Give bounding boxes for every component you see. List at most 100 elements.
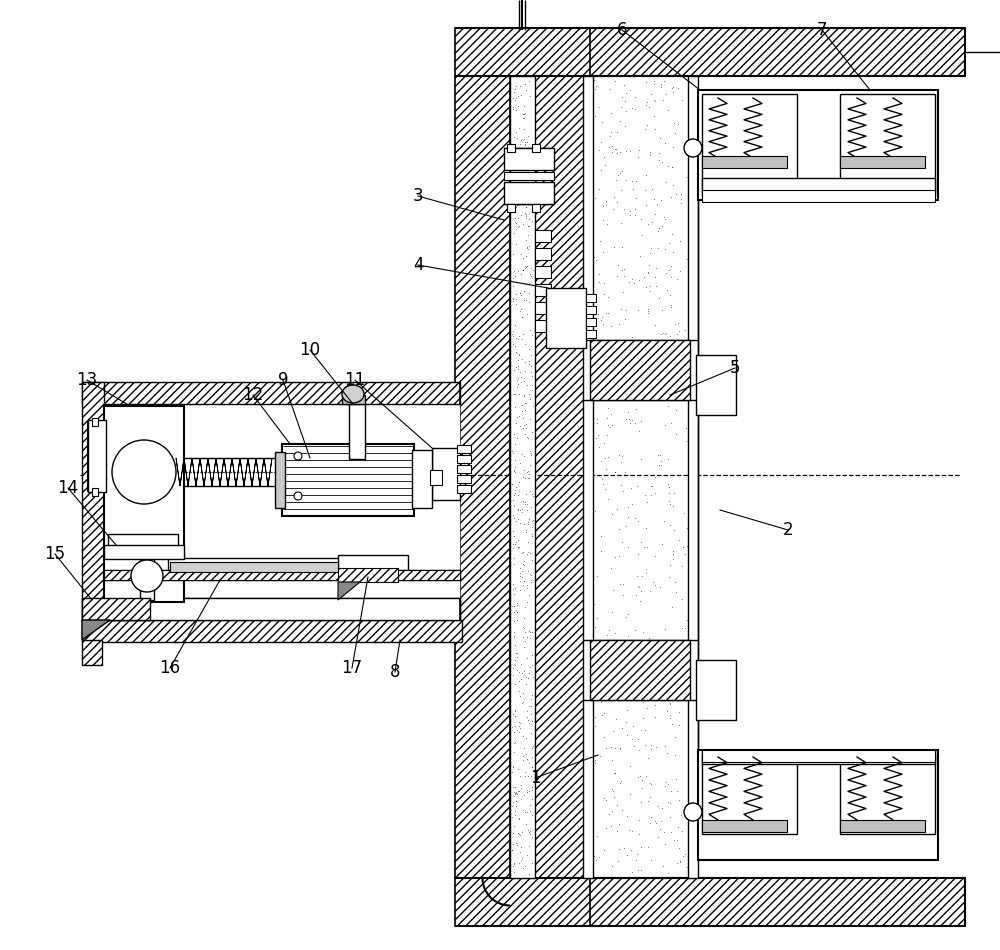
Bar xyxy=(840,820,925,832)
Polygon shape xyxy=(264,458,272,486)
Bar xyxy=(586,306,596,314)
Text: 9: 9 xyxy=(278,371,288,389)
Bar xyxy=(590,878,965,926)
Bar xyxy=(702,94,797,196)
Circle shape xyxy=(684,803,702,821)
Text: 14: 14 xyxy=(57,479,79,497)
Bar xyxy=(104,545,184,559)
Bar xyxy=(82,382,460,404)
Bar xyxy=(590,640,690,700)
Bar xyxy=(535,248,551,260)
Bar xyxy=(82,640,102,665)
Bar xyxy=(170,562,338,572)
Polygon shape xyxy=(248,458,256,486)
Bar xyxy=(455,28,965,76)
Circle shape xyxy=(294,492,302,500)
Bar xyxy=(586,318,596,326)
Bar xyxy=(702,178,935,192)
Bar xyxy=(702,750,935,762)
Bar xyxy=(840,94,935,196)
Bar xyxy=(535,284,551,296)
Bar xyxy=(88,420,106,492)
Bar xyxy=(546,288,586,348)
Text: 16: 16 xyxy=(159,659,181,677)
Text: 12: 12 xyxy=(242,386,264,404)
Bar xyxy=(698,750,938,860)
Polygon shape xyxy=(216,458,224,486)
Bar xyxy=(590,340,690,400)
Bar xyxy=(349,404,365,459)
Bar xyxy=(457,485,471,493)
Polygon shape xyxy=(208,458,216,486)
Bar xyxy=(338,568,398,582)
Text: 7: 7 xyxy=(817,21,827,39)
Bar xyxy=(104,404,460,598)
Text: 6: 6 xyxy=(617,21,627,39)
Polygon shape xyxy=(192,458,200,486)
Bar xyxy=(535,302,551,314)
Bar xyxy=(840,754,935,834)
Ellipse shape xyxy=(342,385,364,403)
Text: 3: 3 xyxy=(413,187,423,205)
Bar xyxy=(275,452,285,508)
Bar xyxy=(432,448,460,500)
Bar xyxy=(532,144,540,152)
Bar xyxy=(104,570,460,580)
Bar xyxy=(140,558,154,600)
Bar xyxy=(702,190,935,202)
Bar xyxy=(455,76,510,878)
Polygon shape xyxy=(342,395,365,404)
Bar xyxy=(535,230,551,242)
Bar xyxy=(590,76,690,878)
Text: 8: 8 xyxy=(390,663,400,681)
Polygon shape xyxy=(232,458,240,486)
Bar xyxy=(82,620,462,642)
Text: 2: 2 xyxy=(783,521,793,539)
Bar xyxy=(104,406,184,602)
Bar xyxy=(174,458,284,486)
Bar xyxy=(455,878,965,926)
Bar xyxy=(696,355,736,415)
Bar xyxy=(82,598,460,620)
Bar xyxy=(696,660,736,720)
Circle shape xyxy=(112,440,176,504)
Bar xyxy=(504,148,554,170)
Text: 13: 13 xyxy=(76,371,98,389)
Circle shape xyxy=(294,452,302,460)
Polygon shape xyxy=(256,458,264,486)
Bar xyxy=(457,475,471,483)
Text: 5: 5 xyxy=(730,359,740,377)
Polygon shape xyxy=(338,582,360,600)
Text: 15: 15 xyxy=(44,545,66,563)
Bar xyxy=(430,470,442,485)
Bar xyxy=(702,820,787,832)
Bar xyxy=(510,76,535,878)
Circle shape xyxy=(131,560,163,592)
Text: 17: 17 xyxy=(341,659,363,677)
Text: 10: 10 xyxy=(299,341,321,359)
Bar xyxy=(504,172,554,180)
Bar xyxy=(586,294,596,302)
Bar xyxy=(412,450,432,508)
Bar xyxy=(82,598,150,620)
Bar xyxy=(840,156,925,168)
Text: 11: 11 xyxy=(344,371,366,389)
Text: 1: 1 xyxy=(530,769,540,787)
Bar xyxy=(104,598,460,620)
Bar xyxy=(108,534,178,558)
Bar xyxy=(504,182,554,204)
Bar xyxy=(702,750,935,764)
Polygon shape xyxy=(184,458,192,486)
Bar xyxy=(507,144,515,152)
Bar xyxy=(535,76,590,878)
Bar xyxy=(92,418,98,426)
Bar xyxy=(92,488,98,496)
Bar xyxy=(702,156,787,168)
Bar xyxy=(338,555,408,577)
Bar xyxy=(583,76,593,878)
Bar xyxy=(282,444,414,516)
Polygon shape xyxy=(240,458,248,486)
Bar xyxy=(532,204,540,212)
Text: 4: 4 xyxy=(413,256,423,274)
Bar xyxy=(82,382,104,620)
